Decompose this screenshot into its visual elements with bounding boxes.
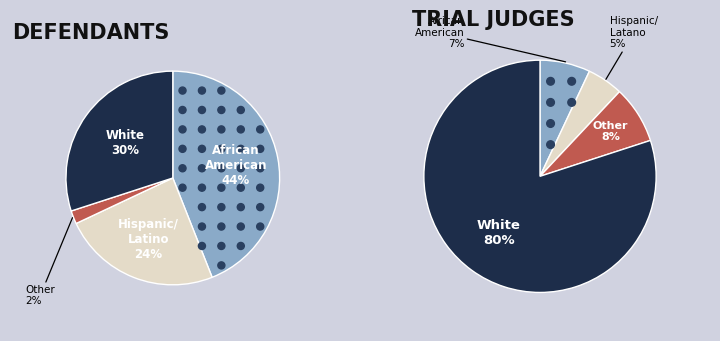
Circle shape: [218, 145, 225, 152]
Text: TRIAL JUDGES: TRIAL JUDGES: [413, 10, 575, 30]
Wedge shape: [424, 60, 656, 293]
Circle shape: [257, 165, 264, 172]
Circle shape: [199, 242, 205, 250]
Text: Hispanic/
Latino
24%: Hispanic/ Latino 24%: [118, 218, 179, 261]
Text: Other
8%: Other 8%: [593, 121, 629, 142]
Circle shape: [546, 99, 554, 106]
Text: Other
2%: Other 2%: [25, 218, 73, 307]
Circle shape: [218, 165, 225, 172]
Circle shape: [238, 126, 244, 133]
Circle shape: [257, 204, 264, 211]
Wedge shape: [76, 178, 212, 285]
Circle shape: [238, 184, 244, 191]
Circle shape: [218, 126, 225, 133]
Circle shape: [257, 126, 264, 133]
Circle shape: [257, 184, 264, 191]
Circle shape: [199, 165, 205, 172]
Circle shape: [218, 242, 225, 250]
Circle shape: [257, 145, 264, 152]
Circle shape: [238, 223, 244, 230]
Wedge shape: [540, 92, 650, 176]
Circle shape: [218, 262, 225, 269]
Circle shape: [218, 87, 225, 94]
Circle shape: [179, 126, 186, 133]
Circle shape: [199, 184, 205, 191]
Circle shape: [179, 106, 186, 114]
Circle shape: [179, 184, 186, 191]
Circle shape: [238, 106, 244, 114]
Circle shape: [218, 223, 225, 230]
Circle shape: [218, 204, 225, 211]
Circle shape: [218, 106, 225, 114]
Circle shape: [179, 165, 186, 172]
Circle shape: [546, 120, 554, 127]
Circle shape: [238, 242, 244, 250]
Wedge shape: [71, 178, 173, 223]
Wedge shape: [540, 71, 619, 176]
Text: White
80%: White 80%: [477, 219, 521, 247]
Circle shape: [546, 77, 554, 85]
Text: Hispanic/
Latano
5%: Hispanic/ Latano 5%: [606, 16, 658, 79]
Wedge shape: [173, 71, 279, 277]
Text: White
30%: White 30%: [106, 130, 145, 158]
Circle shape: [199, 204, 205, 211]
Text: African
American
7%: African American 7%: [415, 16, 566, 62]
Circle shape: [546, 141, 554, 148]
Circle shape: [238, 165, 244, 172]
Circle shape: [199, 87, 205, 94]
Circle shape: [568, 77, 575, 85]
Wedge shape: [66, 71, 173, 211]
Wedge shape: [540, 60, 590, 176]
Circle shape: [179, 145, 186, 152]
Circle shape: [568, 99, 575, 106]
Circle shape: [238, 204, 244, 211]
Circle shape: [238, 145, 244, 152]
Text: African
American
44%: African American 44%: [204, 145, 267, 188]
Circle shape: [218, 184, 225, 191]
Circle shape: [257, 223, 264, 230]
Circle shape: [199, 126, 205, 133]
Text: DEFENDANTS: DEFENDANTS: [12, 23, 170, 43]
Circle shape: [199, 145, 205, 152]
Circle shape: [179, 87, 186, 94]
Circle shape: [199, 106, 205, 114]
Circle shape: [199, 223, 205, 230]
